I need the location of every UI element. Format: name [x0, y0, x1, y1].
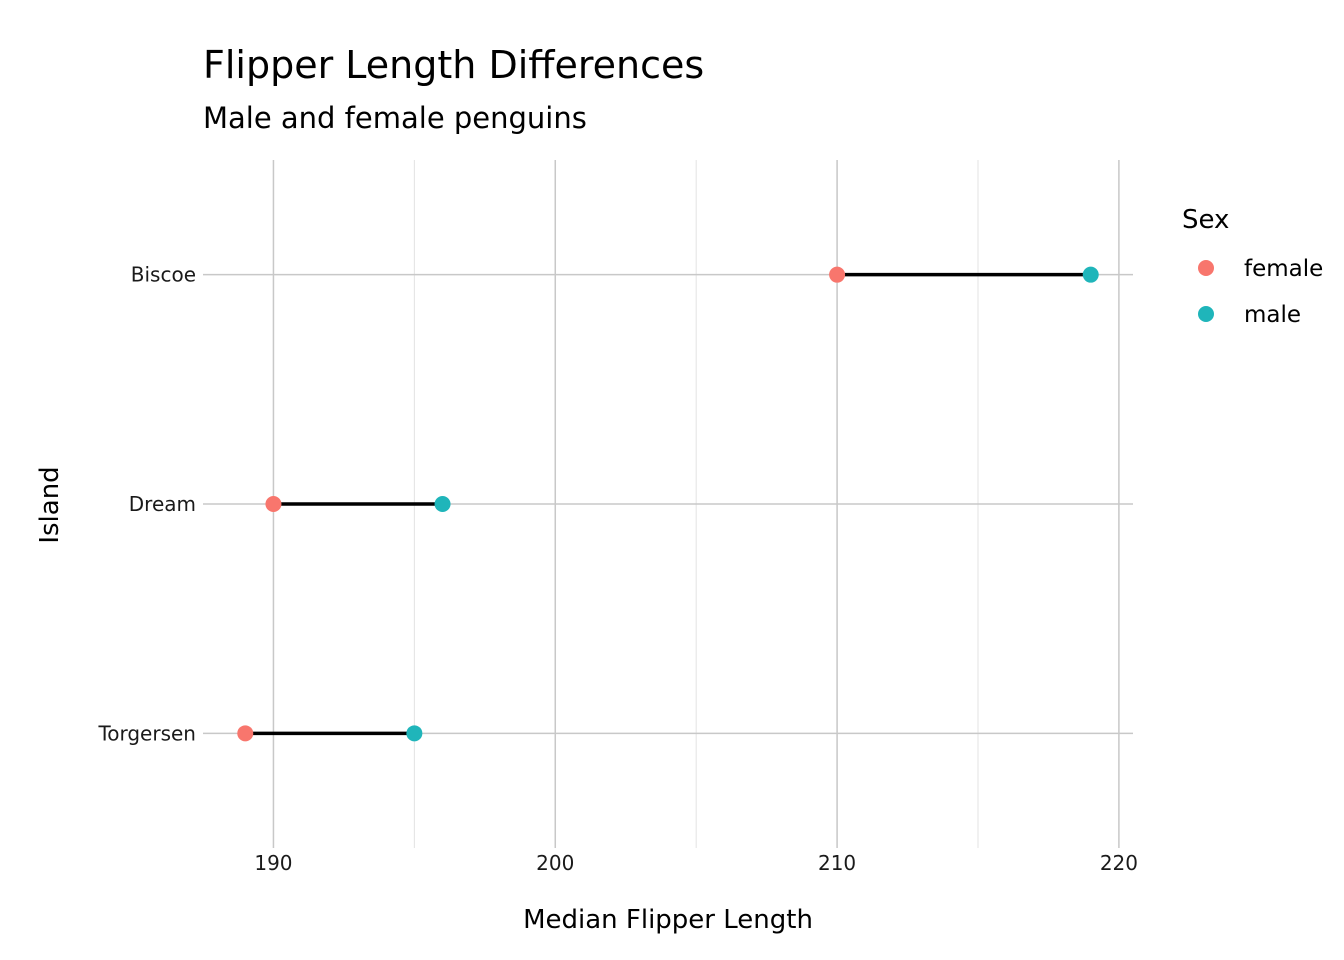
x-axis-ticks: 190 200 210 220: [254, 851, 1138, 875]
x-tick-label: 200: [536, 851, 574, 875]
y-axis-title: Island: [35, 466, 65, 543]
data-point-male: [434, 496, 451, 512]
x-axis-title: Median Flipper Length: [523, 905, 813, 935]
y-axis-ticks: Biscoe Dream Torgersen: [97, 263, 196, 746]
legend: Sex female male: [1182, 205, 1323, 328]
dumbbell-segments: [245, 272, 1091, 736]
legend-key-male: [1198, 306, 1214, 322]
chart-title: Flipper Length Differences: [203, 43, 704, 87]
legend-label: female: [1244, 256, 1323, 282]
data-point-male: [1082, 266, 1099, 283]
x-tick-label: 220: [1100, 851, 1138, 875]
y-tick-label: Biscoe: [131, 263, 196, 287]
y-tick-label: Dream: [129, 492, 196, 516]
x-tick-label: 190: [254, 851, 292, 875]
data-point-female: [829, 266, 846, 283]
legend-key-female: [1198, 260, 1214, 276]
y-tick-label: Torgersen: [97, 721, 196, 745]
x-tick-label: 210: [818, 851, 856, 875]
chart-subtitle: Male and female penguins: [203, 101, 587, 135]
data-point-female: [237, 725, 254, 742]
legend-title: Sex: [1182, 205, 1229, 235]
data-points: [237, 266, 1099, 742]
legend-label: male: [1244, 302, 1301, 328]
data-point-female: [265, 496, 282, 512]
data-point-male: [406, 725, 423, 742]
